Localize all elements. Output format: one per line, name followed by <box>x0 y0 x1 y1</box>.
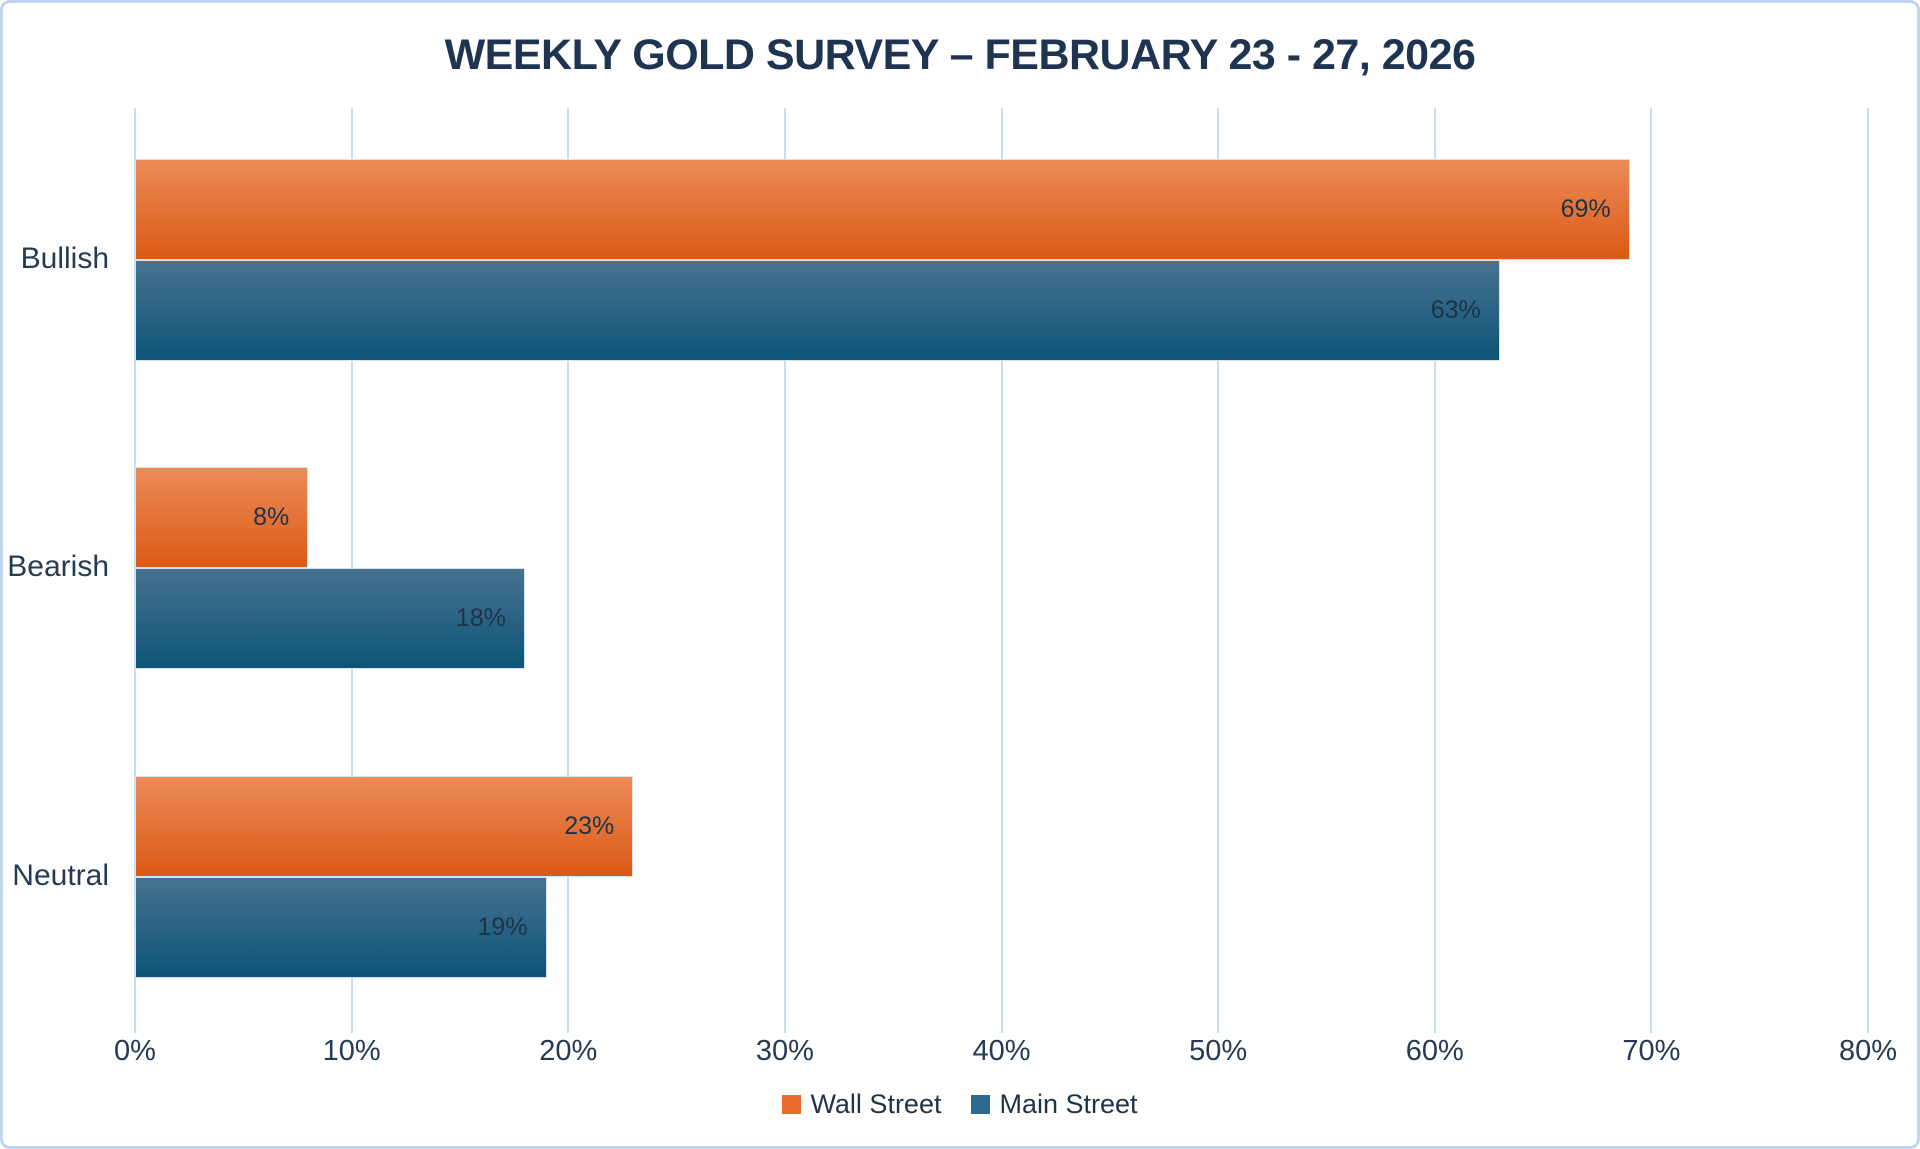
legend-label: Wall Street <box>810 1089 942 1119</box>
bar-value-label: 69% <box>1560 195 1611 223</box>
x-tick-label: 30% <box>755 1035 814 1067</box>
gridline <box>1000 108 1003 1033</box>
bar-main-street-bullish: 63% <box>135 260 1500 361</box>
category-label-neutral: Neutral <box>12 858 109 892</box>
legend: Wall Street Main Street <box>3 1089 1917 1120</box>
bar-value-label: 19% <box>477 912 528 941</box>
bar-value-label: 18% <box>455 604 506 633</box>
bar-value-label: 23% <box>564 811 615 840</box>
x-tick-label: 80% <box>1838 1035 1898 1067</box>
bar-wall-street-bullish: 69% <box>135 159 1630 260</box>
gridline <box>1433 108 1436 1033</box>
chart-title: WEEKLY GOLD SURVEY – FEBRUARY 23 - 27, 2… <box>444 31 1476 79</box>
category-label-bearish: Bearish <box>7 550 109 584</box>
legend-item-wall-street: Wall Street <box>782 1089 941 1120</box>
x-tick-label: 0% <box>114 1035 156 1067</box>
x-tick-label: 70% <box>1622 1035 1681 1067</box>
x-tick-label: 60% <box>1405 1035 1464 1067</box>
legend-swatch-main-street <box>971 1095 991 1114</box>
x-tick-label: 50% <box>1189 1035 1248 1067</box>
legend-swatch-wall-street <box>782 1095 802 1114</box>
bar-wall-street-neutral: 23% <box>135 775 634 877</box>
bar-main-street-neutral: 19% <box>135 876 547 978</box>
legend-item-main-street: Main Street <box>971 1089 1138 1120</box>
gridline <box>1867 108 1869 1033</box>
gridline <box>567 108 570 1033</box>
x-tick-label: 20% <box>539 1035 598 1067</box>
gridline <box>783 108 786 1033</box>
legend-label: Main Street <box>999 1089 1138 1119</box>
bar-value-label: 63% <box>1430 296 1481 324</box>
plot-area: 0% 10% 20% 30% 40% 50% 60% 70% 80% 69% 63% Bullish 8… <box>3 3 1917 1146</box>
bar-main-street-bearish: 18% <box>135 568 525 670</box>
x-tick-label: 40% <box>972 1035 1031 1067</box>
x-tick-label: 10% <box>322 1035 381 1067</box>
bar-wall-street-bearish: 8% <box>135 467 309 569</box>
category-label-bullish: Bullish <box>20 242 109 275</box>
gridline <box>1650 108 1653 1033</box>
gridline <box>1217 108 1220 1033</box>
bar-value-label: 8% <box>253 503 290 532</box>
